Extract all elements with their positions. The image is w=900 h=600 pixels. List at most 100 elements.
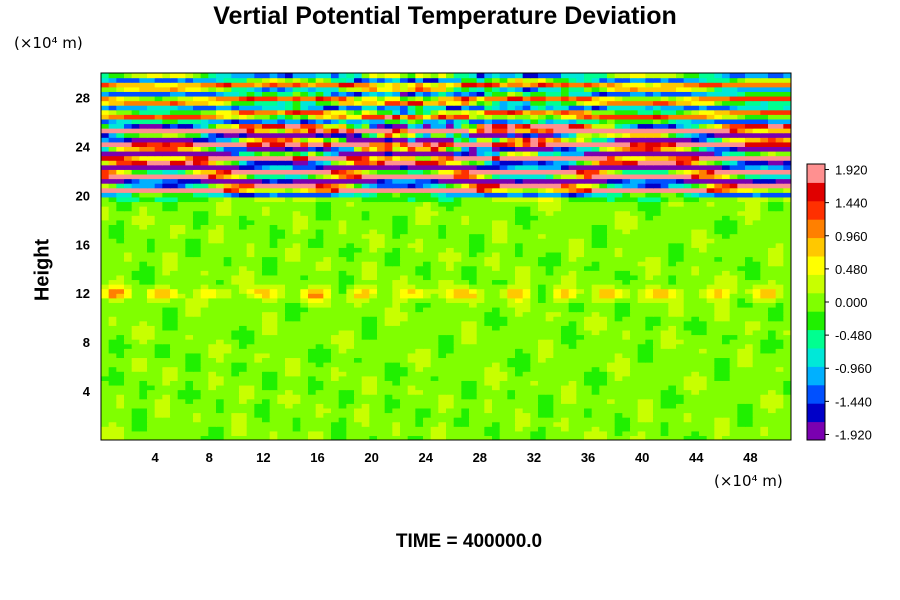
heatmap-cell: [630, 247, 639, 253]
heatmap-cell: [246, 320, 255, 326]
heatmap-cell: [676, 233, 685, 239]
heatmap-cell: [254, 403, 263, 409]
heatmap-cell: [392, 380, 401, 386]
heatmap-cell: [154, 270, 163, 276]
heatmap-cell: [223, 403, 232, 409]
heatmap-cell: [492, 219, 501, 225]
heatmap-cell: [515, 430, 524, 437]
heatmap-cell: [407, 417, 416, 423]
heatmap-cell: [515, 316, 524, 322]
heatmap-cell: [285, 421, 294, 427]
heatmap-cell: [729, 417, 738, 423]
heatmap-cell: [545, 274, 554, 281]
heatmap-cell: [108, 329, 117, 336]
heatmap-cell: [185, 394, 194, 400]
heatmap-cell: [714, 362, 723, 368]
heatmap-cell: [568, 398, 577, 404]
heatmap-cell: [262, 352, 271, 359]
heatmap-cell: [699, 339, 708, 345]
heatmap-cell: [292, 426, 301, 432]
heatmap-cell: [660, 389, 669, 395]
heatmap-cell: [338, 279, 347, 285]
heatmap-cell: [584, 306, 593, 313]
heatmap-cell: [369, 384, 378, 391]
heatmap-cell: [668, 371, 677, 377]
heatmap-cell: [392, 316, 401, 322]
heatmap-cell: [430, 352, 439, 359]
heatmap-cell: [377, 380, 386, 386]
heatmap-cell: [507, 371, 516, 377]
heatmap-cell: [131, 201, 140, 207]
heatmap-cell: [760, 238, 769, 244]
heatmap-cell: [216, 394, 225, 400]
heatmap-cell: [752, 403, 761, 409]
heatmap-cell: [277, 206, 286, 212]
heatmap-cell: [446, 261, 455, 267]
heatmap-cell: [683, 375, 692, 381]
heatmap-cell: [262, 348, 271, 354]
heatmap-cell: [124, 362, 133, 368]
heatmap-cell: [384, 201, 393, 207]
heatmap-cell: [507, 256, 516, 262]
heatmap-cell: [699, 238, 708, 244]
heatmap-cell: [453, 352, 462, 359]
heatmap-cell: [346, 339, 355, 345]
heatmap-cell: [208, 421, 217, 427]
heatmap-cell: [392, 279, 401, 285]
heatmap-cell: [400, 196, 409, 203]
heatmap-cell: [323, 311, 332, 317]
heatmap-cell: [676, 270, 685, 276]
heatmap-cell: [538, 339, 547, 345]
heatmap-cell: [323, 224, 332, 230]
heatmap-cell: [446, 329, 455, 336]
heatmap-cell: [522, 206, 531, 212]
heatmap-cell: [101, 348, 110, 354]
heatmap-cell: [591, 247, 600, 253]
heatmap-cell: [108, 357, 117, 363]
heatmap-cell: [300, 224, 309, 230]
heatmap-cell: [568, 384, 577, 391]
heatmap-cell: [208, 306, 217, 313]
heatmap-cell: [308, 311, 317, 317]
heatmap-cell: [231, 320, 240, 326]
heatmap-cell: [231, 417, 240, 423]
heatmap-cell: [285, 394, 294, 400]
heatmap-cell: [576, 325, 585, 331]
heatmap-cell: [377, 233, 386, 239]
heatmap-cell: [308, 192, 317, 198]
heatmap-cell: [354, 219, 363, 225]
heatmap-cell: [300, 329, 309, 336]
heatmap-cell: [116, 334, 125, 340]
heatmap-cell: [768, 270, 777, 276]
heatmap-cell: [783, 352, 791, 359]
heatmap-cell: [775, 371, 784, 377]
heatmap-cell: [407, 348, 416, 354]
heatmap-cell: [737, 228, 746, 235]
heatmap-cell: [668, 389, 677, 395]
heatmap-cell: [108, 325, 117, 331]
heatmap-cell: [637, 316, 646, 322]
heatmap-cell: [369, 371, 378, 377]
heatmap-cell: [614, 302, 623, 308]
heatmap-cell: [568, 233, 577, 239]
heatmap-cell: [292, 394, 301, 400]
heatmap-cell: [101, 256, 110, 262]
heatmap-cell: [101, 357, 110, 363]
heatmap-cell: [124, 380, 133, 386]
heatmap-cell: [223, 251, 232, 258]
heatmap-cell: [346, 421, 355, 427]
heatmap-cell: [706, 389, 715, 395]
heatmap-cell: [568, 210, 577, 216]
heatmap-cell: [752, 261, 761, 267]
heatmap-cell: [530, 210, 539, 216]
heatmap-cell: [415, 343, 424, 349]
heatmap-cell: [499, 288, 508, 294]
heatmap-cell: [170, 247, 179, 253]
heatmap-cell: [591, 403, 600, 409]
heatmap-cell: [292, 384, 301, 391]
heatmap-cell: [683, 417, 692, 423]
heatmap-cell: [737, 417, 746, 423]
heatmap-cell: [706, 403, 715, 409]
heatmap-cell: [676, 247, 685, 253]
heatmap-cell: [292, 412, 301, 418]
